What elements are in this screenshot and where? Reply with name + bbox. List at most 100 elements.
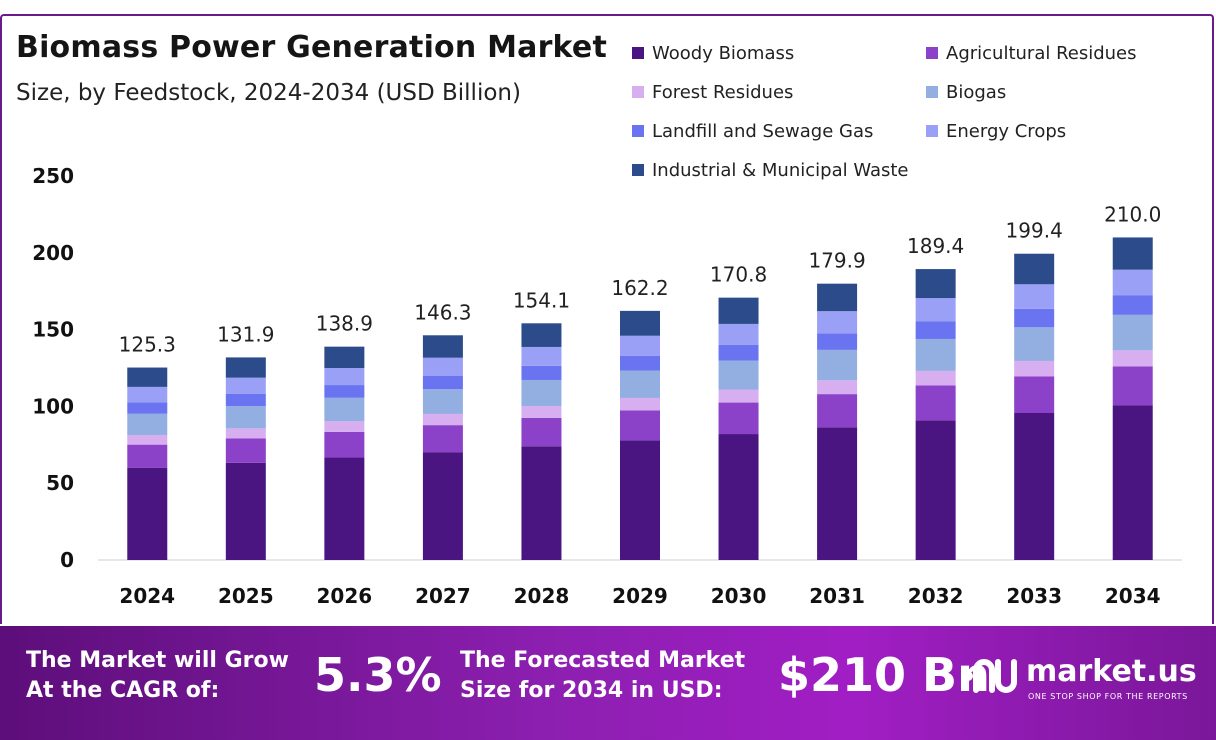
bar-segment <box>521 406 562 418</box>
bar-segment <box>422 452 463 560</box>
bar-segment <box>1014 253 1055 285</box>
bar-segment <box>718 323 759 345</box>
bar-segment <box>915 298 956 322</box>
legend-label: Biogas <box>946 81 1007 103</box>
x-tick-label: 2026 <box>317 584 373 608</box>
bar-segment <box>422 413 463 426</box>
bar-segment <box>817 394 858 428</box>
bar-segment <box>127 444 168 468</box>
bar-segment <box>1112 269 1153 296</box>
bar-segment <box>1014 413 1055 560</box>
bar-segment <box>817 427 858 560</box>
bar-segment <box>521 417 562 447</box>
bar-segment <box>817 283 858 312</box>
x-tick-label: 2034 <box>1105 584 1161 608</box>
bar-segment <box>127 367 168 387</box>
stacked-bar-chart: 0 50 100 150 200 250 125.3 2024 131.9 2025 138.9 20… <box>32 164 1182 608</box>
bar-total-label: 146.3 <box>414 300 471 324</box>
bar-segment <box>620 397 660 411</box>
bar-segment <box>127 467 168 560</box>
legend-label: Energy Crops <box>946 120 1067 142</box>
bar-segment <box>915 269 956 299</box>
bar-segment <box>1112 405 1153 560</box>
legend-item: Industrial & Municipal Waste <box>632 159 926 181</box>
bar-total-label: 162.2 <box>611 276 668 300</box>
legend-swatch <box>926 125 938 137</box>
footer-banner: The Market will Grow At the CAGR of: 5.3… <box>0 626 1216 740</box>
legend-swatch <box>926 86 938 98</box>
bar-segment <box>127 413 168 435</box>
y-tick-label: 50 <box>46 471 74 495</box>
x-tick-label: 2024 <box>119 584 175 608</box>
bar-segment <box>422 425 463 453</box>
chart-frame <box>0 14 1214 624</box>
bar-segment <box>718 389 759 403</box>
legend-swatch <box>632 47 644 59</box>
bar-segment <box>1014 327 1055 361</box>
legend-item: Landfill and Sewage Gas <box>632 120 926 142</box>
bar-segment <box>324 397 365 422</box>
legend-label: Agricultural Residues <box>946 42 1137 64</box>
bar-segment <box>1014 360 1055 377</box>
bar-segment <box>718 344 759 361</box>
legend-swatch <box>632 125 644 137</box>
x-tick-label: 2025 <box>218 584 274 608</box>
bar-segment <box>422 357 463 376</box>
bar-segment <box>225 357 266 378</box>
bar-total-label: 125.3 <box>119 333 176 357</box>
bar-total-label: 131.9 <box>217 322 274 346</box>
bar-segment <box>1014 284 1055 309</box>
brand-logo-icon <box>963 659 1017 693</box>
bar-segment <box>817 380 858 395</box>
bar-segment <box>324 457 365 560</box>
bar-segment <box>324 421 365 432</box>
bar-segment <box>127 434 168 445</box>
brand-name: market.us <box>1026 654 1197 689</box>
cagr-value: 5.3% <box>314 648 442 702</box>
bar-segment <box>915 370 956 386</box>
x-tick-label: 2031 <box>809 584 865 608</box>
bar-total-label: 170.8 <box>710 263 767 287</box>
forecast-value: $210 Bn <box>778 648 990 702</box>
bar-segment <box>1112 350 1153 367</box>
bar-segment <box>915 338 956 371</box>
bar-segment <box>620 355 660 371</box>
x-tick-label: 2029 <box>612 584 668 608</box>
x-tick-label: 2033 <box>1006 584 1062 608</box>
bar-segment <box>1112 237 1153 270</box>
bar-segment <box>1112 366 1153 406</box>
bar-total-label: 154.1 <box>513 288 570 312</box>
chart-subtitle: Size, by Feedstock, 2024-2034 (USD Billi… <box>16 80 521 106</box>
legend-label: Woody Biomass <box>652 42 795 64</box>
cagr-label-line2: At the CAGR of: <box>26 678 220 703</box>
x-tick-label: 2027 <box>415 584 471 608</box>
bar-segment <box>1014 376 1055 414</box>
legend-label: Landfill and Sewage Gas <box>652 120 874 142</box>
legend-item: Biogas <box>926 81 1192 103</box>
bar-segment <box>718 297 759 324</box>
bar-total-label: 199.4 <box>1006 219 1063 243</box>
bar-segment <box>324 346 365 368</box>
legend-swatch <box>926 47 938 59</box>
bar-segment <box>1112 295 1153 315</box>
bar-segment <box>718 434 759 560</box>
bar-segment <box>422 335 463 358</box>
bar-segment <box>915 321 956 339</box>
bar-segment <box>915 385 956 421</box>
brand-tagline: ONE STOP SHOP FOR THE REPORTS <box>1028 692 1188 701</box>
bar-segment <box>225 393 266 407</box>
legend-label: Industrial & Municipal Waste <box>652 159 909 181</box>
bar-total-label: 179.9 <box>808 249 865 273</box>
bar-segment <box>127 402 168 414</box>
bar-segment <box>521 346 562 366</box>
legend-item: Agricultural Residues <box>926 42 1192 64</box>
bar-segment <box>1014 308 1055 328</box>
y-tick-label: 250 <box>32 164 74 188</box>
legend-label: Forest Residues <box>652 81 794 103</box>
bar-segment <box>225 377 266 394</box>
legend-item: Woody Biomass <box>632 42 926 64</box>
bar-total-label: 189.4 <box>907 234 964 258</box>
bar-segment <box>718 402 759 435</box>
x-tick-label: 2028 <box>514 584 570 608</box>
forecast-label-line1: The Forecasted Market <box>460 648 746 673</box>
